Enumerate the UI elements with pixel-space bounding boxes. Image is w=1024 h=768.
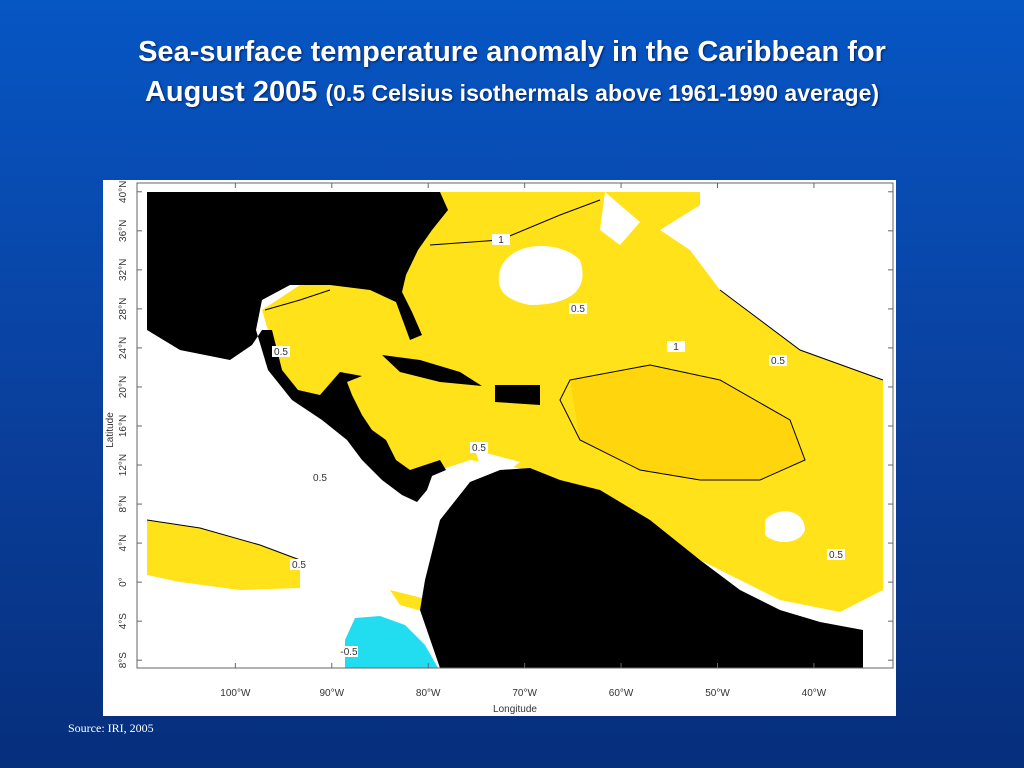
y-tick-label: 20°N (118, 376, 129, 398)
y-tick-label: 40°N (118, 181, 129, 203)
y-tick-label: 4°S (118, 613, 129, 630)
contour-label: 0.5 (292, 560, 306, 571)
contour-label-bg (470, 442, 488, 453)
cool-area (475, 192, 893, 542)
contour-label: 0.5 (571, 304, 585, 315)
land-islands (382, 355, 540, 405)
contour-label-bg (272, 346, 290, 357)
contour-label-bg (569, 303, 587, 314)
contour-label: 0.5 (472, 443, 486, 454)
contour-label-bg (340, 646, 358, 657)
title-line: August 2005 (144, 76, 318, 108)
contour-line (146, 199, 884, 561)
map-plot (146, 192, 893, 668)
y-tick-label: 8°N (118, 496, 129, 513)
contour-label: 1 (498, 235, 504, 246)
y-tick-label: 28°N (118, 298, 129, 320)
contour-label: 0.5 (274, 347, 288, 358)
contour-label-bg (290, 559, 308, 570)
contour-label: 1 (673, 342, 679, 353)
x-tick-label: 60°W (609, 688, 634, 699)
x-tick-label: 70°W (512, 688, 537, 699)
x-tick-label: 100°W (220, 688, 251, 699)
contour-label-bg (769, 355, 787, 366)
contour-label-bg (311, 472, 329, 483)
y-tick-label: 24°N (118, 337, 129, 359)
title-line: Sea-surface temperature anomaly in the C… (138, 36, 886, 68)
subtitle: (0.5 Celsius isothermals above 1961-1990… (325, 80, 880, 106)
y-tick-label: 12°N (118, 454, 129, 476)
warm-core (570, 365, 805, 480)
y-tick-label: 4°N (118, 535, 129, 552)
y-tick-label: 16°N (118, 415, 129, 437)
contour-label: -0.5 (340, 647, 358, 658)
contour-label: 0.5 (829, 550, 843, 561)
x-tick-label: 50°W (705, 688, 730, 699)
source-note: Source: IRI, 2005 (68, 721, 154, 735)
contour-label: 0.5 (313, 473, 327, 484)
x-tick-label: 90°W (320, 688, 345, 699)
land-south-america (420, 468, 863, 668)
title-line-2: August 2005 (0.5 Celsius isothermals abo… (0, 72, 1024, 113)
contour-label-bg (492, 234, 510, 245)
x-tick-label: 40°W (802, 688, 827, 699)
x-axis-label: Longitude (493, 704, 537, 715)
x-tick-label: 80°W (416, 688, 441, 699)
y-tick-label: 0° (118, 577, 129, 587)
contour-label: 0.5 (771, 356, 785, 367)
y-axis-label: Latitude (105, 412, 116, 448)
land-north-america (147, 192, 448, 502)
contour-label-bg (827, 549, 845, 560)
contour-label-bg (667, 341, 685, 352)
slide-title: Sea-surface temperature anomaly in the C… (0, 32, 1024, 113)
y-tick-label: 8°S (118, 652, 129, 669)
y-tick-label: 32°N (118, 259, 129, 281)
y-tick-label: 36°N (118, 220, 129, 242)
negative-anomaly (345, 616, 438, 668)
